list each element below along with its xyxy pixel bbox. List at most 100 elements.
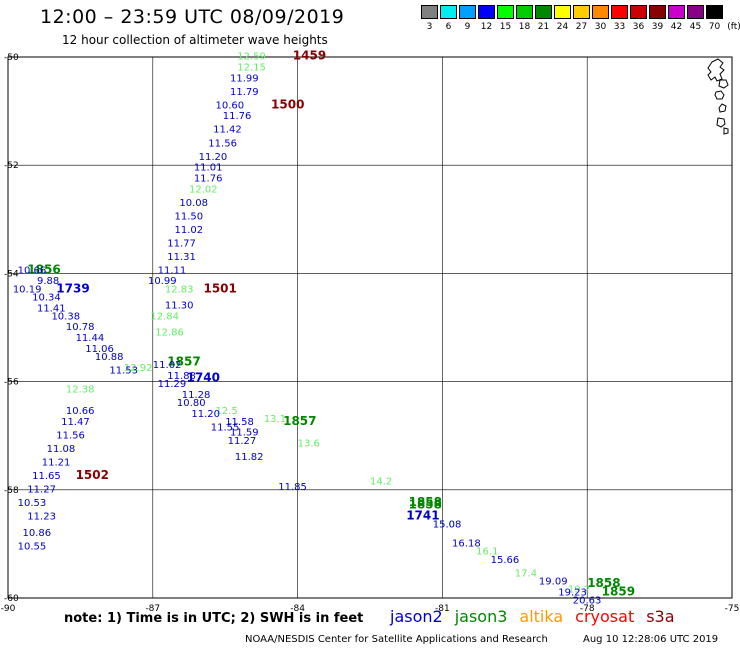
wave-height-label: 11.11 [158,265,187,276]
legend-unit: (ft) [727,22,740,32]
pass-time-label: 1502 [76,468,109,482]
wave-height-label: 11.76 [223,111,252,122]
wave-height-label: 11.76 [194,173,223,184]
legend-swatch [421,5,438,19]
wave-height-label: 13.1 [264,414,286,425]
pass-time-label: 1858 [409,495,442,509]
legend-swatch [516,5,533,19]
satellite-legend: jason2 jason3 altika cryosat s3a [390,607,687,626]
legend-swatch [592,5,609,19]
satellite-name-s3a: s3a [646,607,675,626]
generation-timestamp: Aug 10 12:28:06 UTC 2019 [583,634,719,645]
lat-tick-label: -54 [4,269,19,279]
lat-tick-label: -56 [4,378,19,388]
legend-label: 3 [426,22,433,32]
wave-height-label: 11.08 [47,444,76,455]
wave-height-label: 11.28 [182,390,211,401]
wave-height-label: 11.47 [61,417,90,428]
legend-swatch [554,5,571,19]
wave-height-label: 10.66 [18,265,47,276]
wave-height-label: 11.23 [27,512,56,523]
legend-label: 18 [518,22,531,32]
wave-height-label: 20.63 [573,595,602,606]
wave-height-label: 11.58 [225,417,254,428]
lon-tick-label: -87 [145,604,160,614]
pass-time-label: 1741 [406,509,439,523]
wave-height-label: 10.99 [148,276,177,287]
wave-height-label: 11.20 [199,152,228,163]
wave-height-label: 11.06 [85,344,114,355]
wave-height-label: 11.30 [165,301,194,312]
wave-height-label: 11.99 [230,73,259,84]
wave-height-label: 15.08 [433,520,462,531]
lon-tick-label: -84 [290,604,305,614]
legend-label: 39 [651,22,664,32]
pass-time-label: 1501 [203,281,236,295]
lat-tick-label: -58 [4,486,19,496]
pass-time-label: 1858 [587,576,620,590]
footer-note: note: 1) Time is in UTC; 2) SWH is in fe… [64,611,364,626]
map-subtitle: 12 hour collection of altimeter wave hei… [62,33,328,47]
wave-height-label: 11.27 [228,436,257,447]
satellite-name-altika: altika [519,607,564,626]
wave-height-label: 15.0 [433,520,455,531]
wave-height-label: 11.88 [167,371,196,382]
wave-height-label: 11.42 [213,125,242,136]
pass-time-label: 1857 [283,414,316,428]
wave-height-label: 10.86 [22,528,51,539]
wave-height-label: 19.23 [558,587,587,598]
legend-swatch [497,5,514,19]
wave-height-label: 11.01 [194,163,223,174]
wave-height-label: 16.18 [452,539,481,550]
lon-tick-label: -81 [435,604,450,614]
legend-swatch [535,5,552,19]
wave-height-label: 11.82 [235,452,264,463]
wave-height-label: 11.55 [211,422,240,433]
legend-swatch [687,5,704,19]
lat-tick-label: -52 [4,161,19,171]
wave-height-label: 19.2 [568,585,590,596]
legend-label: 9 [464,22,471,32]
wave-height-label: 11.50 [175,211,204,222]
track-jason2: 1739 1740 1741 [56,281,439,522]
wave-height-label: 12.38 [66,384,95,395]
wave-height-label: 12.59 [237,52,266,63]
wave-height-label: 11.20 [191,409,220,420]
wave-height-label: 10.53 [18,498,47,509]
wave-height-label: 11.02 [175,225,204,236]
pass-time-label: 1739 [56,281,89,295]
wave-height-label: 12.86 [155,328,184,339]
pass-time-label: 1857 [167,354,200,368]
legend-swatch [630,5,647,19]
legend-swatch [440,5,457,19]
wave-height-label: 12.02 [189,184,218,195]
pass-time-label: 1500 [271,97,304,111]
lat-tick-label: -60 [4,594,19,604]
wave-height-label: 17.4 [515,568,537,579]
wave-height-label: 19.09 [539,576,568,587]
wave-height-label: 11.27 [27,485,56,496]
lat-tick-label: -50 [4,53,19,63]
pass-time-label: 1740 [187,371,220,385]
wave-height-label: 11.29 [158,379,187,390]
legend-label: 21 [537,22,550,32]
wave-height-label: 11.53 [109,365,138,376]
satellite-name-jason3: jason3 [454,607,508,626]
legend-label: 45 [689,22,702,32]
pass-time-label: 1859 [602,584,635,598]
legend-swatch [649,5,666,19]
legend-label: 36 [632,22,645,32]
wave-height-label: 11.31 [167,252,196,263]
legend-swatch [478,5,495,19]
wave-height-label: 10.55 [18,541,47,552]
wave-height-label: 11.65 [32,471,61,482]
lon-tick-label: -78 [580,604,595,614]
legend-label: 6 [445,22,452,32]
wave-height-label: 11.41 [37,303,66,314]
legend-label: 27 [575,22,588,32]
wave-height-label: 11.02 [153,360,182,371]
wave-height-label: 11.21 [42,457,71,468]
